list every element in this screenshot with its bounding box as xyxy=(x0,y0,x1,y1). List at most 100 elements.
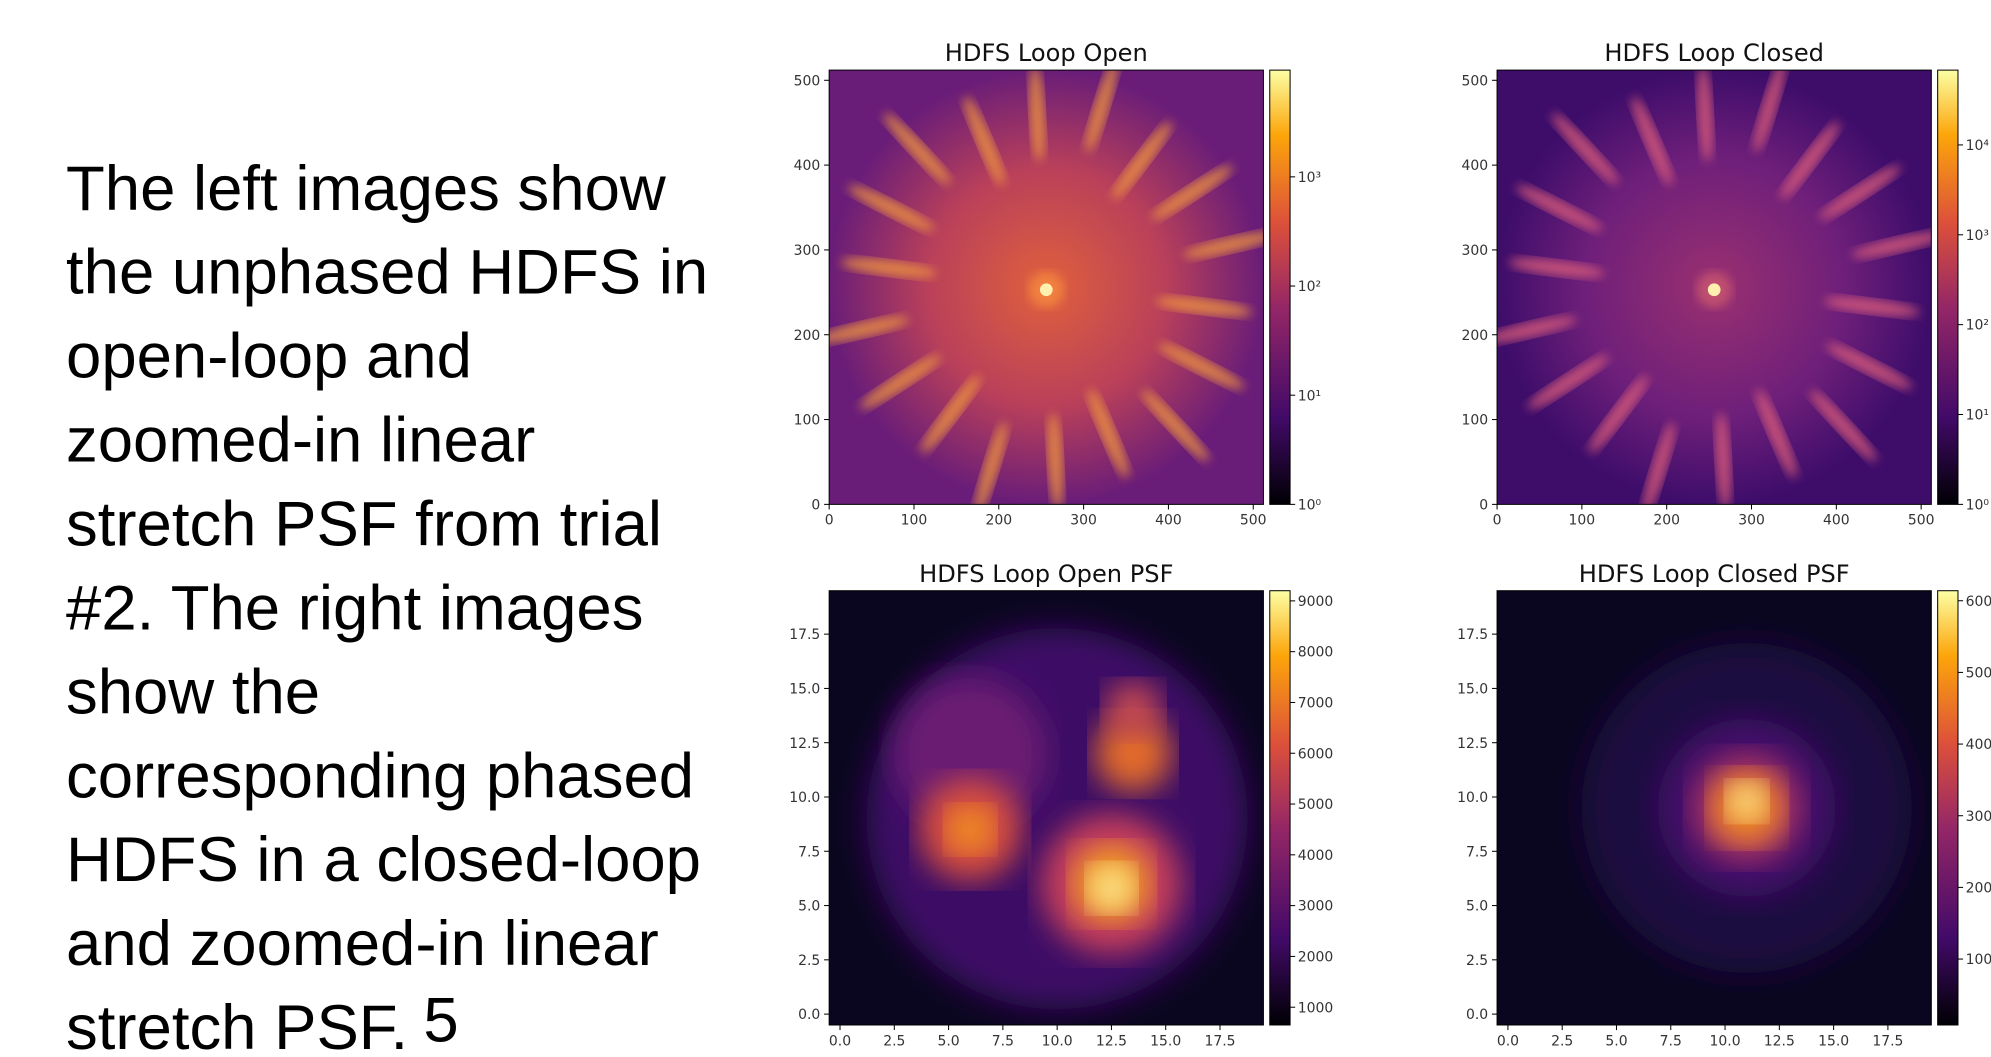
speckle-streak xyxy=(1141,389,1209,462)
colorbar-tick-label: 10¹ xyxy=(1298,388,1321,404)
y-tick-label: 7.5 xyxy=(1466,844,1488,860)
body-line: the unphased HDFS in xyxy=(66,238,708,308)
x-tick-label: 400 xyxy=(1155,513,1182,529)
y-tick-label: 17.5 xyxy=(789,627,820,643)
colorbar-tick-label: 10² xyxy=(1298,279,1321,295)
y-tick-label: 0.0 xyxy=(1466,1007,1488,1023)
panel-title: HDFS Loop Closed xyxy=(1604,39,1824,67)
body-line: open-loop and xyxy=(66,322,472,392)
speckle-streak xyxy=(1551,113,1619,185)
body-line: stretch PSF. xyxy=(66,993,408,1057)
colorbar-tick-label: 2000 xyxy=(1298,949,1334,965)
x-tick-label: 17.5 xyxy=(1872,1033,1903,1049)
x-tick-label: 200 xyxy=(1653,513,1680,529)
x-tick-label: 2.5 xyxy=(883,1033,905,1049)
x-tick-label: 0.0 xyxy=(1497,1033,1519,1049)
speckle-streak xyxy=(1088,388,1129,478)
panel-title: HDFS Loop Open PSF xyxy=(919,560,1173,588)
y-tick-label: 100 xyxy=(794,413,821,429)
colorbar-tick-label: 1000 xyxy=(1298,1000,1334,1016)
body-line: HDFS in a closed-loop xyxy=(66,825,701,895)
y-tick-label: 12.5 xyxy=(789,736,820,752)
speckle-streak xyxy=(964,96,1005,186)
y-tick-label: 100 xyxy=(1462,413,1489,429)
colorbar-tick-label: 9000 xyxy=(1298,594,1334,610)
speckle-streak xyxy=(1085,70,1118,153)
y-tick-label: 300 xyxy=(1462,243,1489,259)
y-tick-label: 12.5 xyxy=(1457,736,1488,752)
colorbar xyxy=(1937,69,1959,505)
body-line: show the xyxy=(66,657,320,727)
colorbar-tick-label: 8000 xyxy=(1298,645,1334,661)
y-tick-label: 10.0 xyxy=(789,790,820,806)
axes-frame xyxy=(828,590,1264,1026)
x-tick-label: 200 xyxy=(985,513,1012,529)
colorbar-tick-label: 1000 xyxy=(1966,952,1991,968)
speckle-streak xyxy=(1826,343,1913,390)
colorbar-tick-label: 10⁰ xyxy=(1966,497,1990,513)
x-tick-label: 400 xyxy=(1823,513,1850,529)
y-tick-label: 200 xyxy=(1462,328,1489,344)
psf-blob xyxy=(894,677,1047,830)
x-tick-label: 0 xyxy=(825,513,834,529)
speckle-streak xyxy=(848,185,935,232)
colorbar-tick-label: 10² xyxy=(1966,318,1989,334)
body-line: #2. The right images xyxy=(66,573,643,643)
x-tick-label: 15.0 xyxy=(1150,1033,1181,1049)
psf-blob xyxy=(1095,715,1172,792)
image xyxy=(829,70,1264,505)
speckle-streak xyxy=(859,354,942,410)
body-line: The left images show xyxy=(66,154,666,224)
speckle-streak xyxy=(1697,70,1714,162)
x-tick-label: 100 xyxy=(901,513,928,529)
colorbar-tick-label: 10⁴ xyxy=(1966,138,1990,154)
x-tick-label: 5.0 xyxy=(937,1033,959,1049)
y-tick-label: 17.5 xyxy=(1457,627,1488,643)
core xyxy=(1039,283,1053,297)
speckle-streak xyxy=(1823,297,1920,317)
x-tick-label: 300 xyxy=(1738,513,1765,529)
x-tick-label: 15.0 xyxy=(1818,1033,1849,1049)
y-tick-label: 500 xyxy=(1462,73,1489,89)
speckle-streak xyxy=(1756,388,1797,478)
colorbar-tick-label: 3000 xyxy=(1298,899,1334,915)
x-tick-label: 12.5 xyxy=(1764,1033,1795,1049)
y-tick-label: 0.0 xyxy=(798,1007,820,1023)
footnote-ref: 5 xyxy=(423,985,458,1055)
speckle-streak xyxy=(1508,258,1605,278)
y-tick-label: 5.0 xyxy=(1466,899,1488,915)
colorbar-tick-label: 7000 xyxy=(1298,696,1334,712)
colorbar-tick-label: 3000 xyxy=(1966,809,1991,825)
y-tick-label: 400 xyxy=(1462,158,1489,174)
body-line: stretch PSF from trial xyxy=(66,490,662,560)
x-tick-label: 0.0 xyxy=(829,1033,851,1049)
speckle-streak xyxy=(1155,297,1252,317)
x-tick-label: 500 xyxy=(1908,513,1935,529)
x-tick-label: 10.0 xyxy=(1710,1033,1741,1049)
speckle-streak xyxy=(1753,70,1786,153)
speckle-streak xyxy=(1183,231,1264,258)
colorbar xyxy=(1269,69,1291,505)
y-tick-label: 15.0 xyxy=(1457,682,1488,698)
speckle-streak xyxy=(1151,165,1233,220)
colorbar-tick-label: 6000 xyxy=(1298,746,1334,762)
colorbar-tick-label: 2000 xyxy=(1966,880,1991,896)
speckle-streak xyxy=(1497,316,1577,343)
colorbar-tick-label: 5000 xyxy=(1298,797,1334,813)
y-tick-label: 0 xyxy=(1479,497,1488,513)
colorbar-tick-label: 10³ xyxy=(1966,228,1989,244)
image xyxy=(1497,70,1932,505)
speckle-streak xyxy=(1516,185,1603,232)
colorbar-tick-label: 5000 xyxy=(1966,665,1991,681)
y-tick-label: 400 xyxy=(794,158,821,174)
x-tick-label: 300 xyxy=(1070,513,1097,529)
colorbar-tick-label: 6000 xyxy=(1966,594,1991,610)
y-tick-label: 10.0 xyxy=(1457,790,1488,806)
colorbar-tick-label: 10¹ xyxy=(1966,408,1989,424)
speckle-streak xyxy=(1112,121,1172,200)
speckle-streak xyxy=(1527,354,1609,410)
panel-title: HDFS Loop Closed PSF xyxy=(1579,560,1850,588)
speckle-streak xyxy=(1632,96,1673,186)
panel-title: HDFS Loop Open xyxy=(945,39,1148,67)
